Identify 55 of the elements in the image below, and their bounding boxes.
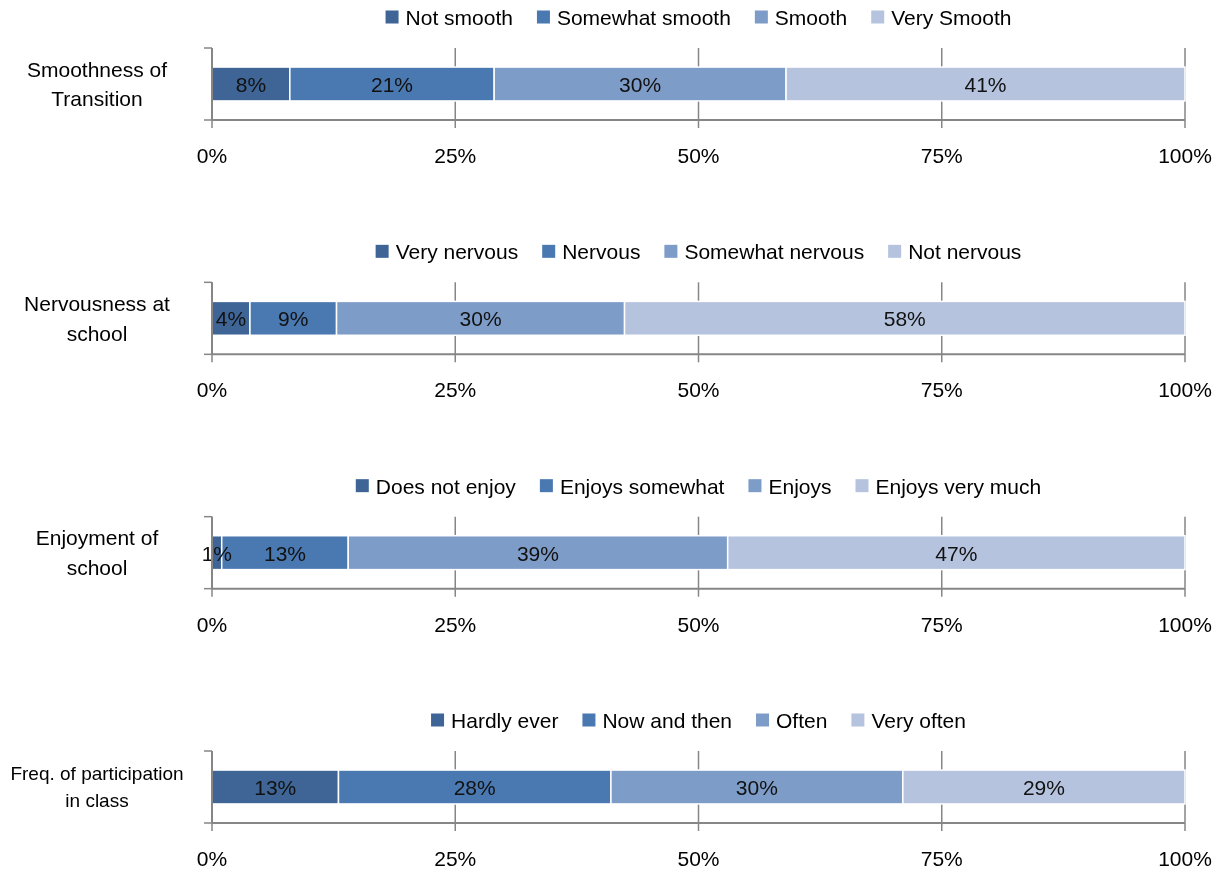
legend-label: Smooth — [774, 5, 848, 29]
x-tick-label: 0% — [196, 377, 228, 401]
data-label: 29% — [1022, 775, 1065, 799]
y-tick-label: Enjoyment of school — [35, 526, 159, 579]
x-tick-label: 0% — [196, 846, 228, 870]
x-tick-label: 25% — [434, 143, 477, 167]
x-tick-label: 50% — [677, 612, 720, 636]
legend-label: Somewhat nervous — [684, 239, 865, 263]
legend-label: Somewhat smooth — [556, 5, 731, 29]
x-tick-label: 25% — [434, 377, 477, 401]
legend-label: Very nervous — [395, 239, 519, 263]
legend-label: Enjoys — [768, 474, 832, 498]
x-tick-label: 50% — [677, 143, 720, 167]
data-label: 28% — [453, 775, 496, 799]
legend-label: Very often — [871, 708, 966, 732]
legend-label: Often — [776, 708, 828, 732]
data-label: 30% — [619, 72, 662, 96]
legend-label: Very Smooth — [891, 5, 1012, 29]
data-label: 13% — [254, 775, 297, 799]
y-tick-label: Smoothness of Transition — [26, 57, 168, 111]
data-label: 41% — [964, 72, 1007, 96]
x-tick-label: 75% — [920, 612, 963, 636]
x-tick-label: 0% — [196, 143, 228, 167]
legend-label: Not nervous — [908, 239, 1022, 263]
x-tick-label: 25% — [434, 846, 477, 870]
x-tick-label: 50% — [677, 846, 720, 870]
x-tick-label: 100% — [1158, 377, 1212, 401]
legend-label: Nervous — [562, 239, 641, 263]
data-label: 58% — [883, 306, 926, 330]
x-tick-label: 50% — [677, 377, 720, 401]
y-tick-label: Freq. of participation in class — [10, 763, 184, 811]
data-label: 21% — [370, 72, 414, 96]
x-tick-label: 100% — [1158, 143, 1212, 167]
legend-label: Hardly ever — [451, 708, 559, 732]
data-label: 4% — [215, 306, 247, 330]
x-tick-label: 75% — [920, 377, 963, 401]
data-label: 30% — [735, 775, 778, 799]
data-label: 13% — [263, 541, 306, 565]
x-tick-label: 75% — [920, 143, 963, 167]
legend-label: Now and then — [602, 708, 733, 732]
data-label: 8% — [235, 72, 267, 96]
data-label: 47% — [935, 541, 978, 565]
legend-label: Enjoys somewhat — [559, 474, 725, 498]
x-tick-label: 75% — [920, 846, 963, 870]
legend-label: Enjoys very much — [875, 474, 1042, 498]
x-tick-label: 100% — [1158, 612, 1212, 636]
x-tick-label: 100% — [1158, 846, 1212, 870]
y-tick-label: Nervousness at school — [24, 292, 171, 345]
data-label: 39% — [516, 541, 559, 565]
legend-label: Not smooth — [405, 5, 513, 29]
x-tick-label: 25% — [434, 612, 477, 636]
legend-label: Does not enjoy — [375, 474, 517, 498]
data-label: 9% — [278, 306, 309, 330]
x-tick-label: 0% — [196, 612, 228, 636]
data-label: 30% — [459, 306, 502, 330]
